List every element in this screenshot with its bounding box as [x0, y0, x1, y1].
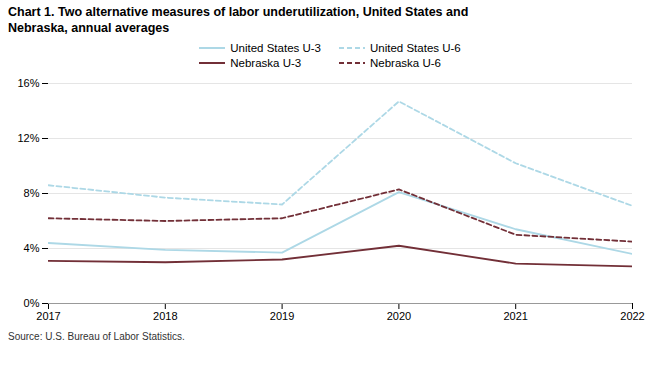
html-text:Chart 1. Two alternative measu: Chart 1. Two alternative measures of lab… [8, 5, 469, 35]
html-text:United States U-6: United States U-6 [370, 42, 461, 54]
svg-text:16%: 16% [17, 77, 39, 89]
html-text:Nebraska U-6: Nebraska U-6 [370, 57, 441, 69]
svg-text:2018: 2018 [153, 310, 177, 322]
svg-text:2017: 2017 [36, 310, 60, 322]
html-text:United States U-3: United States U-3 [230, 42, 321, 54]
html-text:Nebraska U-3: Nebraska U-3 [230, 57, 302, 69]
svg-text:2019: 2019 [270, 310, 294, 322]
svg-text:2022: 2022 [620, 310, 644, 322]
svg-text:0%: 0% [24, 297, 40, 309]
html-text:Source: U.S. Bureau of Labor S: Source: U.S. Bureau of Labor Statistics. [8, 331, 185, 342]
svg-text:2021: 2021 [503, 310, 527, 322]
svg-text:12%: 12% [17, 132, 39, 144]
svg-text:4%: 4% [24, 242, 40, 254]
svg-text:2020: 2020 [387, 310, 411, 322]
svg-text:8%: 8% [24, 187, 40, 199]
